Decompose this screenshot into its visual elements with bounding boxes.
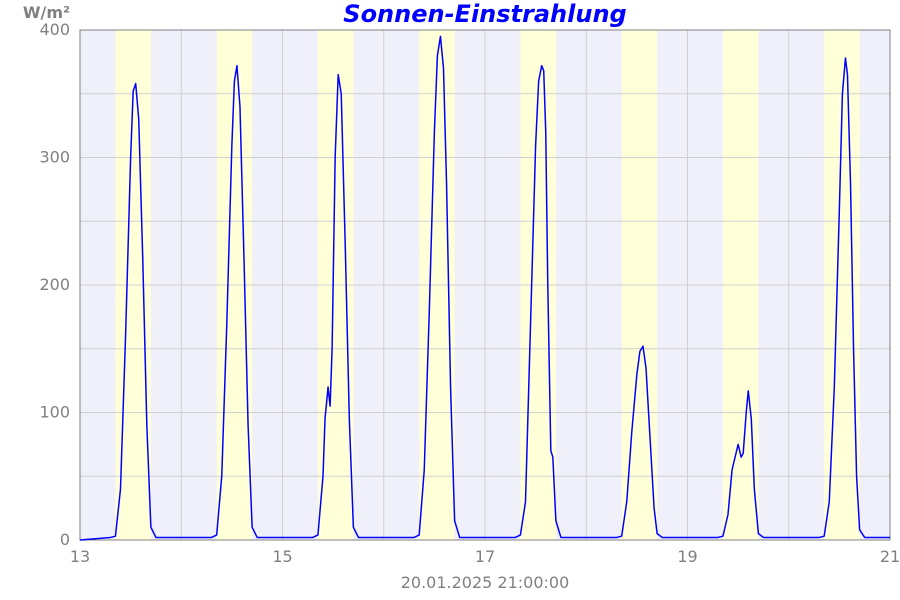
x-tick-label: 19 xyxy=(677,547,697,566)
chart-subtitle: 20.01.2025 21:00:00 xyxy=(401,573,570,592)
y-tick-label: 0 xyxy=(60,530,70,549)
y-tick-label: 100 xyxy=(39,403,70,422)
y-tick-label: 400 xyxy=(39,20,70,39)
y-axis-label: W/m² xyxy=(23,3,70,22)
x-tick-label: 15 xyxy=(272,547,292,566)
solar-radiation-chart: 13 15 17 19 21 0 100 200 300 400 Sonnen-Einstrah… xyxy=(0,0,900,600)
chart-title: Sonnen-Einstrahlung xyxy=(343,0,626,28)
x-tick-label: 17 xyxy=(475,547,495,566)
x-tick-label: 13 xyxy=(70,547,90,566)
y-tick-label: 300 xyxy=(39,148,70,167)
y-tick-label: 200 xyxy=(39,275,70,294)
x-tick-label: 21 xyxy=(880,547,900,566)
plot-area xyxy=(80,30,890,540)
